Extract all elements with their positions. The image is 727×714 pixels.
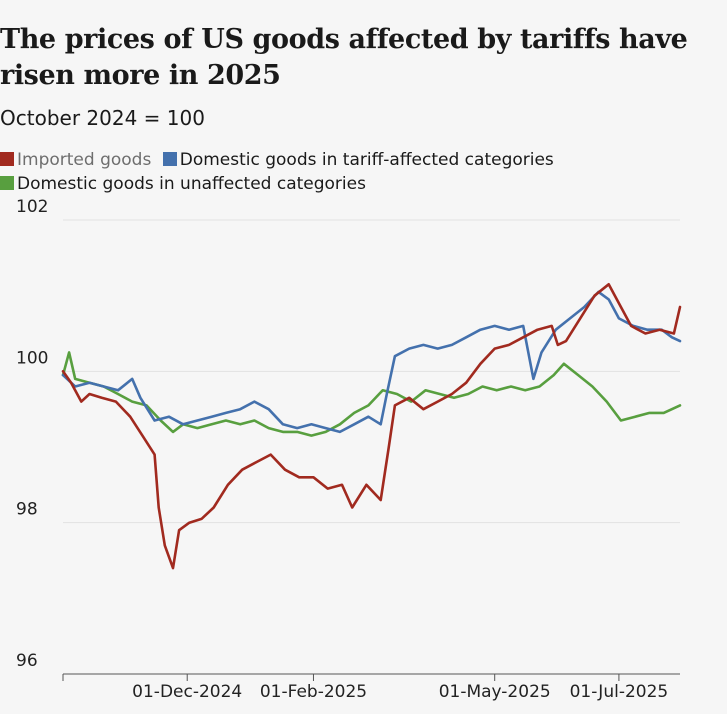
domestic-affected-line — [61, 290, 682, 434]
legend-swatch-domestic-unaffected — [0, 176, 14, 190]
y-tick-label-100: 100 — [16, 348, 48, 368]
legend-label-domestic-affected: Domestic goods in tariff-affected catego… — [179, 150, 554, 170]
legend-label-imported: Imported goods — [17, 150, 152, 170]
chart-subtitle: October 2024 = 100 — [0, 106, 205, 130]
series-lines — [61, 283, 682, 570]
y-tick-label-102: 102 — [16, 197, 48, 217]
x-tick-label-2: 01-May-2025 — [439, 682, 551, 702]
legend-item-domestic-affected[interactable]: Domestic goods in tariff-affected catego… — [162, 148, 554, 172]
x-tick-label-0: 01-Dec-2024 — [132, 682, 242, 702]
y-tick-label-96: 96 — [16, 651, 38, 671]
gridlines — [63, 219, 680, 524]
domestic-unaffected-line — [61, 351, 682, 437]
x-axis: 01-Dec-2024 01-Feb-2025 01-May-2025 01-Jul-… — [62, 673, 680, 702]
legend-swatch-domestic-affected — [162, 152, 177, 166]
x-tick-label-1: 01-Feb-2025 — [260, 682, 367, 702]
legend-swatch-imported — [0, 152, 14, 166]
imported-goods-line — [61, 283, 682, 570]
x-tick-label-3: 01-Jul-2025 — [570, 682, 669, 702]
legend-item-imported[interactable]: Imported goods — [0, 148, 151, 172]
legend-item-domestic-unaffected[interactable]: Domestic goods in unaffected categories — [0, 172, 366, 196]
chart-legend: Imported goods Domestic goods in tariff-… — [0, 148, 720, 196]
y-axis: 96 98 100 102 — [16, 197, 48, 671]
legend-label-domestic-unaffected: Domestic goods in unaffected categories — [17, 174, 366, 194]
y-tick-label-98: 98 — [16, 500, 38, 520]
chart-title: The prices of US goods affected by tarif… — [0, 24, 688, 91]
